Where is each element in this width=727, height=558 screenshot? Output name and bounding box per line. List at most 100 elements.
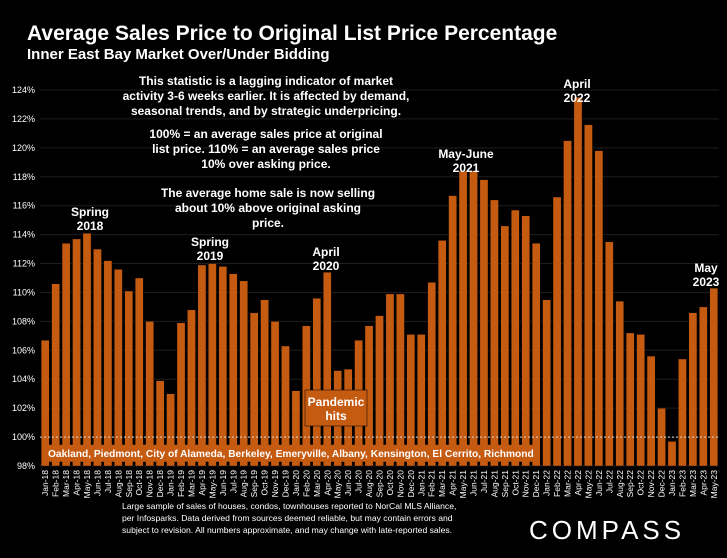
x-tick-label: Feb-22 (552, 470, 562, 497)
annotation-may-june-2021: May-June (438, 147, 494, 161)
annotation-pandemic: hits (325, 409, 347, 423)
x-tick-label: Apr-21 (448, 470, 458, 496)
bar-Dec-18 (155, 380, 165, 467)
annotation-april-2022: 2022 (564, 91, 591, 105)
annotation-april-2020: April (312, 245, 339, 259)
x-tick-label: Jan-22 (542, 470, 552, 496)
bar-Apr-21 (448, 195, 457, 467)
bar-Sep-21 (500, 225, 510, 467)
bar-Jun-21 (469, 170, 478, 467)
bar-Mar-23 (688, 312, 698, 467)
bar-Jan-20 (291, 390, 301, 467)
region-label: Oakland, Piedmont, City of Alameda, Berk… (48, 449, 534, 460)
y-tick-label: 124% (12, 85, 35, 95)
x-tick-label: Dec-21 (531, 470, 541, 498)
x-tick-label: Dec-18 (155, 470, 165, 498)
bar-Sep-19 (249, 312, 259, 467)
bar-May-18 (82, 232, 92, 467)
chart-subtitle: Inner East Bay Market Over/Under Bidding (27, 46, 330, 63)
x-tick-label: Mar-18 (61, 470, 71, 497)
x-tick-label: Jan-21 (416, 470, 426, 496)
x-tick-label: Jul-22 (604, 470, 614, 493)
x-tick-label: Jun-21 (469, 470, 479, 496)
x-tick-label: Sep-19 (249, 470, 259, 498)
x-tick-label: Apr-18 (72, 470, 82, 496)
x-tick-label: Sep-21 (500, 470, 510, 498)
y-tick-label: 112% (13, 259, 35, 269)
x-tick-label: Jun-22 (594, 470, 604, 496)
bar-Oct-19 (260, 299, 269, 467)
compass-logo: COMPASS (529, 515, 686, 545)
bar-Apr-23 (699, 306, 708, 467)
x-tick-label: Jul-19 (228, 470, 238, 493)
bar-Nov-19 (270, 321, 280, 467)
bar-May-19 (208, 263, 217, 467)
bar-Dec-21 (531, 243, 541, 467)
x-tick-label: Oct-20 (385, 470, 395, 496)
bar-Jan-22 (542, 299, 551, 467)
x-tick-label: Mar-21 (437, 470, 447, 497)
x-tick-label: Apr-19 (197, 470, 207, 496)
annotation-pandemic: Pandemic (308, 395, 365, 409)
x-tick-label: Jan-20 (291, 470, 301, 496)
x-tick-label: Aug-19 (239, 470, 249, 498)
x-tick-label: May-20 (333, 470, 343, 499)
x-tick-label: May-19 (207, 470, 217, 499)
bar-Sep-18 (124, 290, 134, 467)
bar-Dec-19 (281, 345, 290, 467)
x-tick-label: Sep-22 (625, 470, 635, 498)
x-tick-label: Dec-20 (406, 470, 416, 498)
y-tick-label: 116% (13, 201, 35, 211)
y-tick-label: 114% (13, 230, 35, 240)
bar-Sep-20 (375, 315, 384, 467)
bar-Apr-19 (197, 264, 207, 467)
x-tick-label: Feb-18 (51, 470, 61, 497)
x-tick-label: Apr-23 (698, 470, 708, 496)
x-tick-label: May-22 (583, 470, 593, 499)
y-tick-label: 108% (12, 316, 35, 326)
note-lagging-indicator: This statistic is a lagging indicator of… (122, 74, 410, 118)
y-tick-label: 100% (12, 432, 35, 442)
annotation-may-2023: 2023 (693, 275, 720, 289)
x-tick-label: Mar-19 (186, 470, 196, 497)
bar-May-23 (709, 287, 719, 467)
bar-Oct-21 (511, 209, 520, 467)
x-tick-label: Dec-19 (280, 470, 290, 498)
x-tick-label: Feb-23 (677, 470, 687, 497)
bar-Feb-18 (51, 283, 60, 467)
y-tick-label: 120% (12, 143, 35, 153)
bar-Apr-22 (573, 97, 583, 467)
bar-Nov-18 (145, 321, 154, 467)
y-tick-label: 98% (17, 461, 35, 471)
x-tick-label: May-21 (458, 470, 468, 499)
bar-Mar-19 (187, 309, 196, 467)
annotation-may-2023: May (694, 261, 718, 275)
bar-May-22 (584, 124, 593, 467)
bar-Nov-21 (521, 215, 531, 467)
bar-Nov-20 (396, 293, 405, 467)
bar-Aug-22 (615, 300, 625, 467)
bar-Feb-21 (427, 282, 437, 467)
annotation-spring-2019: Spring (191, 235, 229, 249)
y-tick-label: 102% (12, 403, 35, 413)
x-tick-label: Sep-20 (375, 470, 385, 498)
bar-Jan-18 (40, 339, 50, 467)
annotation-spring-2019: 2019 (197, 249, 224, 263)
x-tick-label: Aug-18 (113, 470, 123, 498)
bar-Aug-19 (239, 280, 248, 467)
y-tick-label: 104% (12, 374, 35, 384)
bar-Sep-22 (625, 332, 635, 467)
y-tick-label: 118% (13, 172, 35, 182)
x-tick-label: Jul-20 (354, 470, 364, 493)
bar-Jul-21 (479, 179, 489, 467)
x-tick-label: Aug-20 (364, 470, 374, 498)
x-tick-label: Jan-23 (667, 470, 677, 496)
x-tick-label: Mar-20 (312, 470, 322, 497)
region-label-band (43, 444, 539, 462)
x-tick-label: Mar-23 (688, 470, 698, 497)
bar-Jan-23 (667, 441, 677, 467)
bar-Feb-22 (552, 196, 562, 467)
bar-Nov-22 (646, 355, 656, 467)
bar-Oct-22 (636, 334, 645, 467)
